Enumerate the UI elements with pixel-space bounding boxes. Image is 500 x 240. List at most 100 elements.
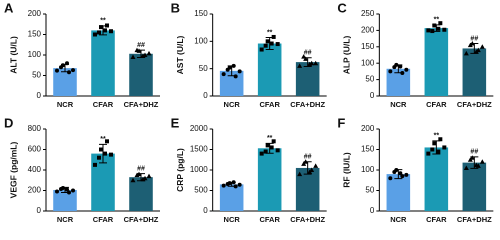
significance: ** [267, 135, 273, 142]
data-point [426, 28, 431, 33]
data-point [103, 151, 107, 156]
data-point [400, 174, 405, 179]
data-point [231, 63, 236, 68]
data-point [309, 167, 315, 172]
data-point [233, 74, 238, 79]
bar [462, 48, 487, 96]
x-tick-label: CFA+DHZ [457, 100, 492, 109]
data-point [442, 27, 447, 32]
panel-letter: C [337, 0, 347, 15]
y-tick-label: 0 [37, 91, 42, 100]
data-point [269, 145, 274, 150]
significance: ** [100, 18, 106, 25]
data-point [442, 145, 447, 150]
data-point [404, 67, 409, 72]
data-point [71, 68, 75, 73]
x-tick-label: NCR [57, 100, 74, 109]
data-point [263, 149, 268, 154]
data-point [233, 184, 238, 189]
data-point [265, 143, 270, 148]
figure: A ALT (U/L) 0 50 100 150 200 NCR CFAR ** CFA+DHZ ##… [4, 0, 494, 224]
significance: ** [434, 133, 440, 140]
bar [462, 162, 487, 211]
y-tick-label: 0 [370, 206, 375, 215]
y-tick-label: 150 [194, 9, 208, 18]
y-tick-label: 50 [365, 75, 374, 84]
y-tick-label: 250 [361, 9, 375, 18]
bar [295, 62, 320, 96]
y-tick-label: 400 [28, 165, 42, 174]
bar [53, 189, 77, 211]
data-point [479, 44, 485, 49]
data-point [265, 39, 270, 44]
y-tick-label: 0 [203, 206, 208, 215]
y-tick-label: 200 [28, 186, 42, 195]
data-point [473, 49, 479, 54]
x-tick-label: CFA+DHZ [290, 100, 325, 109]
bar [424, 147, 449, 211]
data-point [225, 181, 230, 186]
y-tick-label: 100 [361, 165, 375, 174]
x-tick-label: CFAR [93, 215, 114, 224]
bar [386, 68, 411, 96]
data-point [71, 188, 75, 193]
data-point [59, 65, 63, 70]
data-point [55, 189, 59, 194]
data-point [392, 65, 397, 70]
bar [295, 167, 320, 211]
data-point [109, 152, 113, 157]
data-point [432, 23, 437, 28]
data-point [140, 53, 146, 58]
data-point [130, 177, 136, 183]
x-tick-label: CFAR [426, 100, 447, 109]
y-tick-label: 0 [203, 91, 208, 100]
data-point [134, 47, 140, 53]
data-point [65, 61, 69, 66]
data-point [146, 50, 152, 56]
data-point [99, 25, 103, 30]
data-point [392, 170, 397, 175]
bar [257, 43, 282, 96]
data-point [438, 21, 443, 26]
bar [129, 177, 153, 211]
data-point [463, 50, 469, 56]
data-point [479, 159, 485, 164]
y-tick-label: 1000 [190, 165, 208, 174]
y-axis-label: RF (IU/L) [342, 152, 352, 188]
significance: ** [434, 17, 440, 24]
y-axis-label: AST (U/L) [175, 35, 185, 74]
data-point [303, 159, 309, 164]
data-point [130, 54, 136, 60]
data-point [297, 63, 303, 68]
bar [257, 148, 282, 211]
x-tick-label: CFAR [259, 100, 280, 109]
data-point [231, 180, 236, 185]
x-tick-label: CFAR [93, 100, 114, 109]
bar [129, 53, 153, 96]
panel-letter: B [171, 0, 180, 15]
data-point [109, 29, 113, 34]
data-point [467, 42, 473, 48]
x-tick-label: NCR [224, 100, 241, 109]
bar [219, 184, 244, 211]
data-point [430, 29, 435, 34]
data-point [297, 171, 303, 177]
x-tick-label: CFAR [259, 215, 280, 224]
data-point [436, 149, 441, 154]
panel-letter: A [4, 0, 14, 15]
panel-letter: E [171, 115, 180, 130]
data-point [301, 54, 307, 59]
y-tick-label: 600 [28, 145, 42, 154]
data-point [221, 183, 226, 188]
bar [424, 28, 449, 96]
x-tick-label: NCR [57, 215, 74, 224]
significance: ** [267, 29, 273, 36]
data-point [259, 47, 264, 52]
data-point [93, 162, 97, 167]
y-axis-label: VEGF (pg/mL) [8, 142, 18, 199]
data-point [140, 176, 146, 182]
significance: ## [137, 42, 145, 49]
y-tick-label: 50 [199, 64, 208, 73]
data-point [65, 187, 69, 192]
bar [91, 30, 115, 96]
